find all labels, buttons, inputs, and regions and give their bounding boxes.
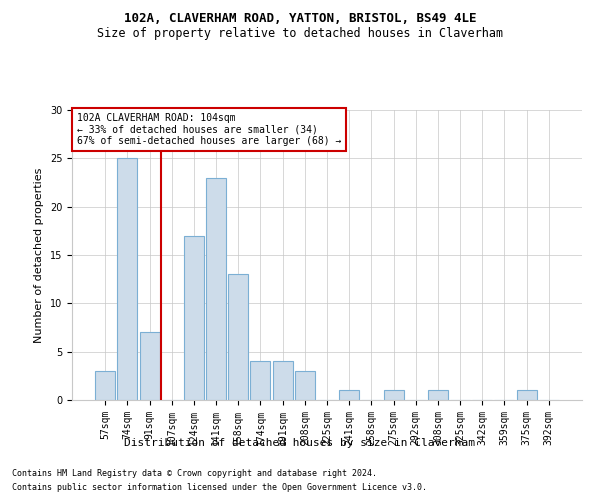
Bar <box>272 362 293 400</box>
Bar <box>295 371 315 400</box>
Bar <box>383 390 404 400</box>
Bar <box>184 236 204 400</box>
Bar <box>206 178 226 400</box>
Bar <box>250 362 271 400</box>
Text: 102A, CLAVERHAM ROAD, YATTON, BRISTOL, BS49 4LE: 102A, CLAVERHAM ROAD, YATTON, BRISTOL, B… <box>124 12 476 26</box>
Bar <box>118 158 137 400</box>
Bar <box>517 390 536 400</box>
Bar <box>140 332 160 400</box>
Bar <box>428 390 448 400</box>
Text: Size of property relative to detached houses in Claverham: Size of property relative to detached ho… <box>97 28 503 40</box>
Text: Contains public sector information licensed under the Open Government Licence v3: Contains public sector information licen… <box>12 484 427 492</box>
Bar <box>95 371 115 400</box>
Y-axis label: Number of detached properties: Number of detached properties <box>34 168 44 342</box>
Bar <box>228 274 248 400</box>
Text: Distribution of detached houses by size in Claverham: Distribution of detached houses by size … <box>125 438 476 448</box>
Text: Contains HM Land Registry data © Crown copyright and database right 2024.: Contains HM Land Registry data © Crown c… <box>12 468 377 477</box>
Text: 102A CLAVERHAM ROAD: 104sqm
← 33% of detached houses are smaller (34)
67% of sem: 102A CLAVERHAM ROAD: 104sqm ← 33% of det… <box>77 113 341 146</box>
Bar <box>339 390 359 400</box>
